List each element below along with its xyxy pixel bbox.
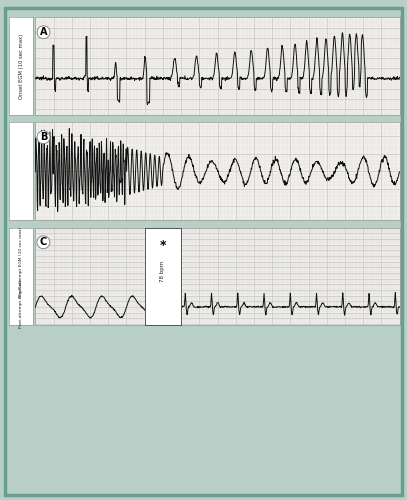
Text: A: A	[40, 27, 47, 37]
Text: Post-attempt EGM (10 sec max): Post-attempt EGM (10 sec max)	[19, 227, 23, 296]
Text: Onset EGM (10 sec max): Onset EGM (10 sec max)	[19, 34, 24, 99]
Text: B: B	[40, 132, 47, 142]
Text: Post-attempt Avg Rate: Post-attempt Avg Rate	[19, 279, 23, 328]
Text: *: *	[160, 239, 166, 252]
Text: 78 bpm: 78 bpm	[160, 261, 165, 282]
Text: C: C	[40, 238, 47, 247]
